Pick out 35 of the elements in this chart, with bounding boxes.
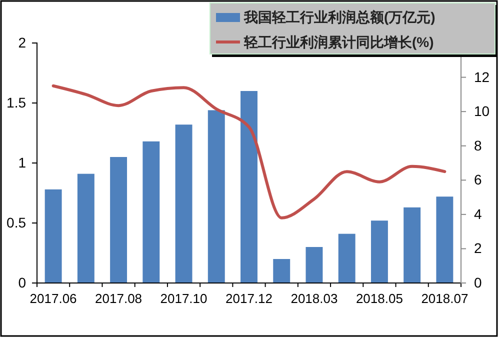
- bar: [175, 124, 192, 283]
- y-tick-label: 1.5: [6, 94, 26, 110]
- legend-label: 我国轻工行业利润总额(万亿元): [243, 9, 436, 25]
- x-tick-label: 2018.03: [290, 291, 338, 306]
- x-tick-label: 2017.10: [160, 291, 208, 306]
- bar: [338, 234, 356, 283]
- y2-tick-label: 10: [474, 103, 490, 120]
- bar: [436, 196, 454, 283]
- bar: [306, 247, 323, 283]
- bar: [370, 220, 388, 283]
- y2-tick-label: 12: [474, 68, 490, 85]
- bar: [44, 189, 62, 283]
- x-tick-label: 2017.08: [95, 291, 142, 306]
- y2-tick-label: 0: [474, 274, 482, 290]
- bar: [404, 207, 421, 283]
- x-tick-label: 2018.05: [356, 291, 403, 306]
- bar: [110, 157, 128, 283]
- x-tick-label: 2018.07: [421, 291, 468, 306]
- bar: [208, 110, 225, 283]
- y2-tick-label: 4: [474, 206, 482, 222]
- bar: [77, 174, 94, 283]
- bar: [142, 141, 160, 283]
- y2-tick-label: 6: [474, 172, 482, 188]
- x-tick-label: 2017.12: [226, 291, 272, 306]
- bar: [273, 259, 290, 283]
- y2-tick-label: 2: [474, 240, 482, 256]
- y-tick-label: 2: [18, 34, 26, 50]
- line-series: [52, 84, 446, 220]
- x-tick-label: 2017.06: [30, 291, 77, 306]
- y-tick-label: 1: [18, 154, 26, 170]
- bar: [240, 91, 258, 283]
- legend-label: 轻工行业利润累计同比增长(%): [243, 34, 434, 50]
- y2-tick-label: 8: [474, 137, 482, 154]
- y-tick-label: 0.5: [6, 214, 26, 230]
- y-tick-label: 0: [18, 274, 26, 290]
